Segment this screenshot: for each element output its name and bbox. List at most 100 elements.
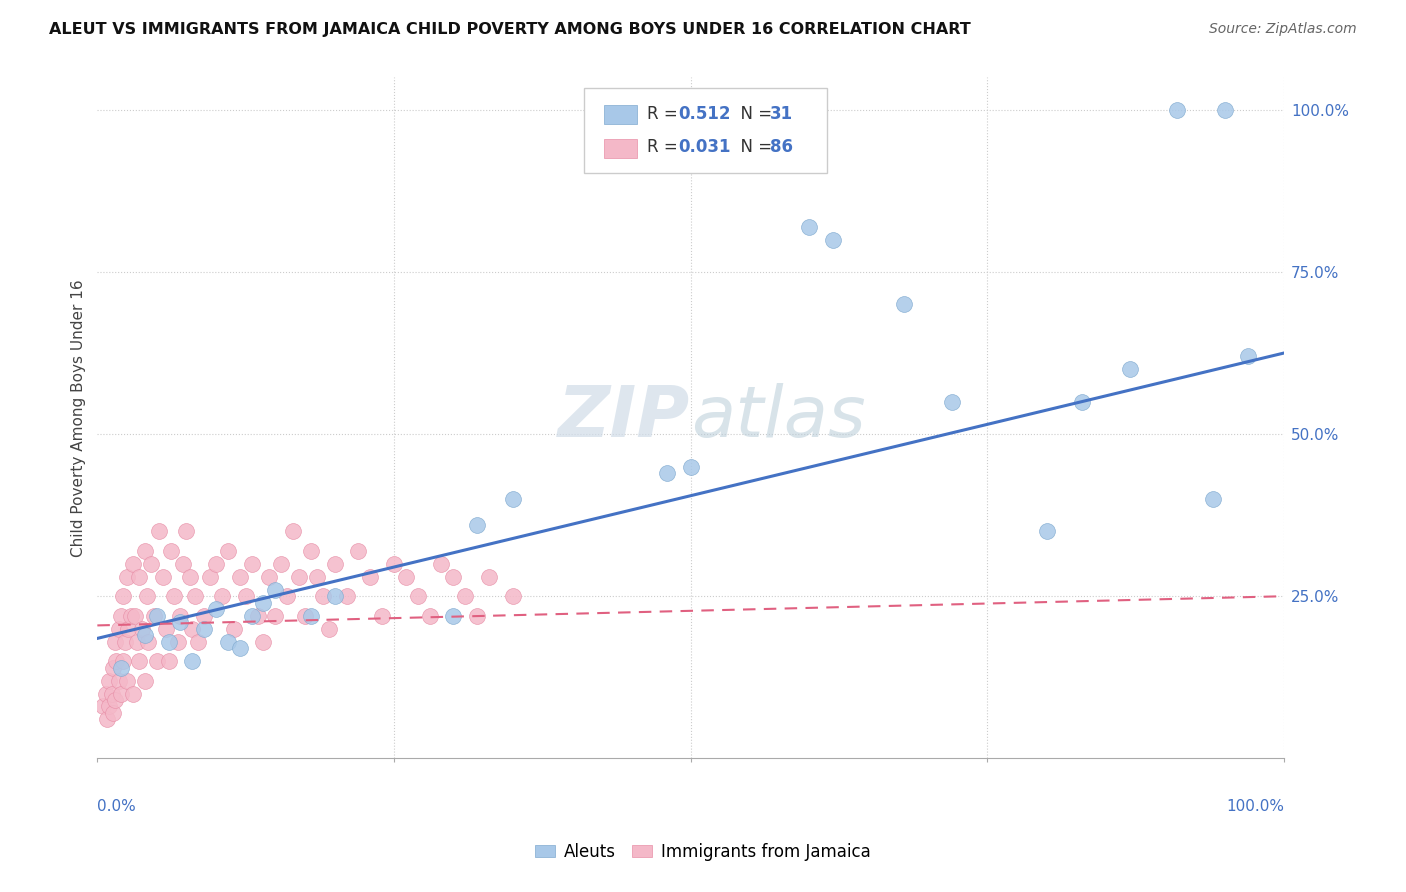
Immigrants from Jamaica <box>104 634 127 648</box>
Immigrants from Jamaica <box>101 660 124 674</box>
Text: R =: R = <box>647 138 683 156</box>
Immigrants from Jamaica <box>419 608 441 623</box>
Text: N =: N = <box>730 138 778 156</box>
Text: 31: 31 <box>770 104 793 122</box>
Immigrants from Jamaica <box>122 557 145 571</box>
Text: 100.0%: 100.0% <box>1226 799 1284 814</box>
Aleuts <box>1237 349 1260 363</box>
Immigrants from Jamaica <box>120 608 142 623</box>
Aleuts <box>157 634 180 648</box>
Immigrants from Jamaica <box>276 589 298 603</box>
Immigrants from Jamaica <box>259 570 281 584</box>
Legend: Aleuts, Immigrants from Jamaica: Aleuts, Immigrants from Jamaica <box>529 837 877 868</box>
Immigrants from Jamaica <box>104 693 127 707</box>
Immigrants from Jamaica <box>134 544 156 558</box>
Text: ZIP: ZIP <box>558 384 690 452</box>
Aleuts <box>1071 394 1094 409</box>
Immigrants from Jamaica <box>107 622 129 636</box>
Aleuts <box>110 660 132 674</box>
Immigrants from Jamaica <box>128 654 150 668</box>
Immigrants from Jamaica <box>176 524 198 539</box>
Text: 0.031: 0.031 <box>679 138 731 156</box>
Immigrants from Jamaica <box>122 686 145 700</box>
Aleuts <box>1202 491 1225 506</box>
Immigrants from Jamaica <box>270 557 292 571</box>
Aleuts <box>229 641 252 656</box>
Immigrants from Jamaica <box>430 557 453 571</box>
Immigrants from Jamaica <box>125 634 148 648</box>
Immigrants from Jamaica <box>101 706 124 720</box>
Aleuts <box>169 615 191 629</box>
Aleuts <box>217 634 239 648</box>
Immigrants from Jamaica <box>371 608 394 623</box>
Aleuts <box>205 602 228 616</box>
Immigrants from Jamaica <box>193 608 215 623</box>
Immigrants from Jamaica <box>112 589 135 603</box>
Immigrants from Jamaica <box>240 557 263 571</box>
Immigrants from Jamaica <box>157 654 180 668</box>
Text: N =: N = <box>730 104 778 122</box>
Immigrants from Jamaica <box>131 622 153 636</box>
Immigrants from Jamaica <box>114 634 136 648</box>
Immigrants from Jamaica <box>502 589 524 603</box>
Immigrants from Jamaica <box>198 570 221 584</box>
Immigrants from Jamaica <box>288 570 311 584</box>
Immigrants from Jamaica <box>112 654 135 668</box>
Immigrants from Jamaica <box>454 589 477 603</box>
Aleuts <box>799 219 821 234</box>
Aleuts <box>240 608 263 623</box>
Text: 0.512: 0.512 <box>679 104 731 122</box>
Immigrants from Jamaica <box>187 634 209 648</box>
Aleuts <box>134 628 156 642</box>
Immigrants from Jamaica <box>235 589 257 603</box>
Immigrants from Jamaica <box>91 699 114 714</box>
Immigrants from Jamaica <box>138 634 160 648</box>
Text: R =: R = <box>647 104 683 122</box>
Immigrants from Jamaica <box>124 608 146 623</box>
Text: Source: ZipAtlas.com: Source: ZipAtlas.com <box>1209 22 1357 37</box>
Immigrants from Jamaica <box>465 608 488 623</box>
Aleuts <box>181 654 204 668</box>
Aleuts <box>264 582 287 597</box>
Aleuts <box>193 622 215 636</box>
Immigrants from Jamaica <box>115 570 138 584</box>
Aleuts <box>1035 524 1057 539</box>
Aleuts <box>1213 103 1236 117</box>
Immigrants from Jamaica <box>107 673 129 688</box>
Immigrants from Jamaica <box>145 654 167 668</box>
Immigrants from Jamaica <box>406 589 429 603</box>
Aleuts <box>145 608 167 623</box>
Immigrants from Jamaica <box>395 570 418 584</box>
Immigrants from Jamaica <box>347 544 370 558</box>
Immigrants from Jamaica <box>478 570 501 584</box>
Immigrants from Jamaica <box>139 557 162 571</box>
Immigrants from Jamaica <box>294 608 316 623</box>
Immigrants from Jamaica <box>128 570 150 584</box>
FancyBboxPatch shape <box>605 105 637 124</box>
Immigrants from Jamaica <box>323 557 346 571</box>
Immigrants from Jamaica <box>246 608 269 623</box>
Y-axis label: Child Poverty Among Boys Under 16: Child Poverty Among Boys Under 16 <box>72 279 86 557</box>
Aleuts <box>655 466 678 480</box>
Immigrants from Jamaica <box>305 570 328 584</box>
Immigrants from Jamaica <box>181 622 204 636</box>
Immigrants from Jamaica <box>110 686 132 700</box>
Immigrants from Jamaica <box>359 570 381 584</box>
Immigrants from Jamaica <box>312 589 335 603</box>
Immigrants from Jamaica <box>169 608 191 623</box>
Immigrants from Jamaica <box>172 557 194 571</box>
Immigrants from Jamaica <box>222 622 245 636</box>
Immigrants from Jamaica <box>217 544 239 558</box>
Aleuts <box>1118 362 1140 376</box>
Text: 86: 86 <box>770 138 793 156</box>
Immigrants from Jamaica <box>110 608 132 623</box>
Aleuts <box>252 596 274 610</box>
Immigrants from Jamaica <box>143 608 166 623</box>
Aleuts <box>893 297 915 311</box>
FancyBboxPatch shape <box>583 87 827 173</box>
Immigrants from Jamaica <box>211 589 233 603</box>
Immigrants from Jamaica <box>163 589 186 603</box>
Aleuts <box>679 459 702 474</box>
Immigrants from Jamaica <box>152 570 174 584</box>
Immigrants from Jamaica <box>96 713 118 727</box>
